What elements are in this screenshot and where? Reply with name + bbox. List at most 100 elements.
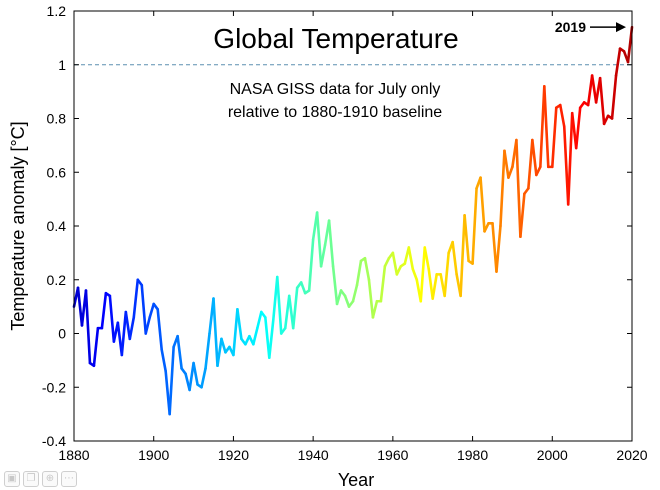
y-axis: -0.4 -0.2 0 0.2 0.4 0.6 0.8 1 1.2 [42, 3, 632, 449]
series-segment [503, 149, 510, 179]
series-segment [212, 297, 219, 368]
series-segment [602, 114, 610, 126]
series-segment [367, 278, 375, 319]
series-segment [327, 219, 335, 268]
series-segment [299, 281, 307, 295]
series-segment [176, 334, 183, 370]
series-segment [192, 361, 199, 386]
series-segment [232, 308, 239, 357]
series-segment [431, 273, 439, 300]
plot-area: 1880 1900 1920 1940 1960 1980 2000 2020 -0.4-0.… [42, 3, 648, 463]
series-segment [451, 240, 458, 276]
series-segment [626, 25, 634, 64]
series-segment [160, 348, 167, 373]
chart-title: Global Temperature [213, 23, 458, 54]
x-tick-label: 1880 [58, 447, 89, 463]
y-tick-label: 0.4 [47, 218, 67, 234]
series-segment [443, 251, 450, 298]
series-segment [379, 265, 387, 303]
series-segment [188, 361, 195, 392]
series-segment [315, 211, 323, 268]
series-segment [319, 243, 327, 268]
chart-subtitle-line-1: NASA GISS data for July only [230, 81, 441, 98]
x-axis-label: Year [338, 470, 374, 490]
more-icon[interactable]: ⋯ [61, 471, 77, 487]
series-segment [507, 165, 514, 179]
y-tick-label: 0 [58, 326, 66, 342]
series-segment [132, 278, 140, 319]
x-tick-label: 2020 [616, 447, 647, 463]
series-segment [140, 283, 148, 335]
series-segment [307, 238, 315, 292]
series-segment [124, 310, 132, 341]
series-segment [92, 326, 100, 368]
series-segment [264, 316, 271, 359]
y-tick-label: 1 [58, 57, 66, 73]
series-segment [610, 74, 618, 120]
series-segment [471, 187, 478, 265]
y-tick-label: 0.8 [47, 111, 67, 127]
series-segment [499, 149, 506, 228]
series-segment [252, 326, 259, 346]
series-segment [355, 259, 363, 287]
x-tick-label: 1900 [138, 447, 169, 463]
series-segment [495, 224, 502, 273]
series-segment [598, 76, 606, 126]
series-segment [331, 265, 339, 306]
series-segment [463, 213, 470, 263]
series-segment [76, 286, 84, 327]
series-segment [558, 103, 566, 128]
x-axis: 1880 1900 1920 1940 1960 1980 2000 2020 [58, 11, 648, 463]
y-axis-label: Temperature anomaly [°C] [8, 121, 28, 330]
series-segment [527, 138, 534, 190]
series-segment [614, 47, 622, 77]
series-segment [216, 337, 223, 368]
series-segment [256, 310, 263, 330]
series-segment [128, 316, 136, 341]
series-segment [236, 308, 243, 341]
series-segment [590, 74, 598, 104]
y-tick-label: 0.6 [47, 164, 67, 180]
zoom-icon[interactable]: ⊕ [42, 471, 58, 487]
series-segment [267, 318, 275, 359]
series-segment [144, 316, 152, 335]
series-segment [351, 283, 359, 303]
series-segment [483, 222, 490, 233]
series-segment [407, 246, 415, 271]
y-tick-label: 0.2 [47, 272, 67, 288]
series-segment [419, 246, 427, 303]
series-segment [283, 294, 291, 330]
y-tick-label: -0.4 [42, 433, 66, 449]
series-segment [427, 267, 435, 300]
series-segment [204, 332, 211, 370]
series-segment [531, 138, 538, 177]
chart-subtitle-line-2: relative to 1880-1910 baseline [228, 104, 442, 121]
series-segment [383, 256, 391, 268]
series-segment [335, 289, 343, 306]
series-segment [108, 294, 116, 343]
series-segment [220, 337, 227, 354]
annotation-label: 2019 [555, 19, 586, 35]
x-tick-label: 1960 [377, 447, 408, 463]
series-segment [343, 294, 351, 308]
x-tick-label: 1940 [298, 447, 329, 463]
series-segment [459, 213, 466, 298]
series-segment [100, 291, 108, 330]
copy-icon[interactable]: ❐ [23, 471, 39, 487]
y-tick-label: 1.2 [47, 3, 67, 19]
series-segment [550, 106, 558, 169]
series-segment [120, 310, 128, 357]
series-segment [291, 286, 299, 330]
series-segment [275, 275, 283, 335]
y-tick-label: -0.2 [42, 379, 66, 395]
series-segment [371, 299, 379, 319]
series-segment [156, 308, 163, 351]
series-segment [539, 84, 546, 169]
series-segment [391, 251, 399, 276]
image-icon[interactable]: ▣ [4, 471, 20, 487]
image-toolbar: ▣ ❐ ⊕ ⋯ [4, 471, 77, 487]
series-segment [168, 345, 175, 416]
annotation-2019: 2019 [555, 19, 627, 35]
series-segment [491, 222, 498, 273]
